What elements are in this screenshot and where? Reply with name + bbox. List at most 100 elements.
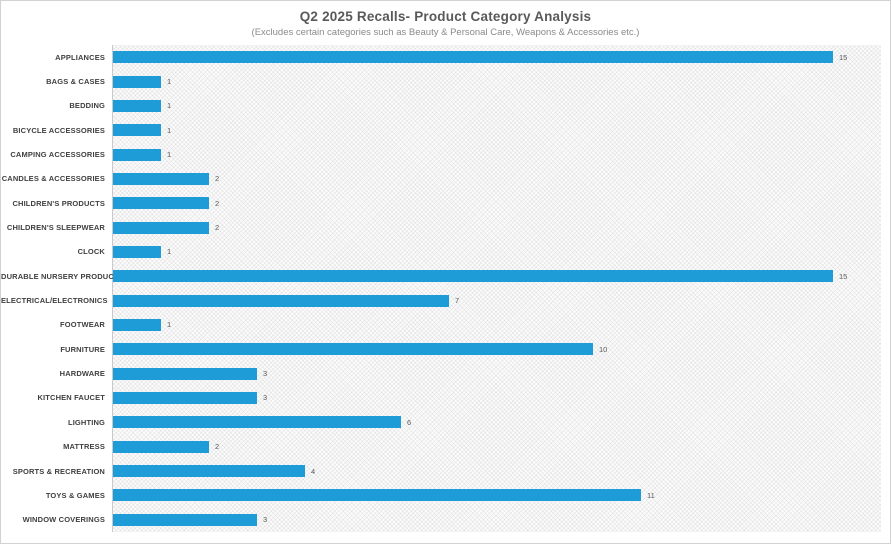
bar (113, 148, 161, 161)
category-label: WINDOW COVERINGS (22, 515, 105, 525)
bar-track: 3 (113, 386, 881, 410)
category-label: MATTRESS (63, 442, 105, 452)
bar-track: 4 (113, 459, 881, 483)
category-label: BEDDING (69, 101, 105, 111)
bar (113, 440, 209, 453)
bar-track: 1 (113, 94, 881, 118)
bar (113, 270, 833, 283)
bar (113, 465, 305, 478)
chart-row: CHILDREN'S SLEEPWEAR 2 (1, 215, 881, 239)
bar (113, 245, 161, 258)
chart-row: MATTRESS 2 (1, 435, 881, 459)
bar (113, 75, 161, 88)
bar-track: 7 (113, 288, 881, 312)
bar-track: 2 (113, 435, 881, 459)
chart-row: CAMPING ACCESSORIES 1 (1, 142, 881, 166)
value-label: 11 (647, 490, 655, 500)
bar-track: 1 (113, 69, 881, 93)
bar (113, 416, 401, 429)
bar-track: 11 (113, 483, 881, 507)
plot-area (112, 45, 881, 532)
chart-row: BICYCLE ACCESSORIES 1 (1, 118, 881, 142)
bar-track: 2 (113, 215, 881, 239)
chart-row: KITCHEN FAUCET 3 (1, 386, 881, 410)
value-label: 2 (215, 174, 220, 184)
category-label: CANDLES & ACCESSORIES (1, 174, 105, 184)
category-label: KITCHEN FAUCET (37, 393, 105, 403)
category-label: BAGS & CASES (46, 77, 105, 87)
bar (113, 489, 641, 502)
bar-track: 1 (113, 118, 881, 142)
bar-track: 15 (113, 45, 881, 69)
value-label: 3 (263, 369, 268, 379)
bar-track: 1 (113, 240, 881, 264)
bar-track: 1 (113, 313, 881, 337)
chart-title: Q2 2025 Recalls- Product Category Analys… (299, 9, 592, 24)
bar (113, 221, 209, 234)
value-label: 7 (455, 296, 460, 306)
chart-row: CANDLES & ACCESSORIES 2 (1, 167, 881, 191)
chart-row: WINDOW COVERINGS 3 (1, 508, 881, 532)
chart-row: BEDDING 1 (1, 94, 881, 118)
chart-row: DURABLE NURSERY PRODUCT 15 (1, 264, 881, 288)
bar-track: 3 (113, 361, 881, 385)
value-label: 1 (167, 320, 172, 330)
value-label: 15 (839, 271, 848, 281)
bar (113, 513, 257, 526)
value-label: 15 (839, 52, 848, 62)
category-label: FOOTWEAR (60, 320, 105, 330)
chart-row: TOYS & GAMES 11 (1, 483, 881, 507)
bar (113, 197, 209, 210)
bar (113, 99, 161, 112)
chart-row: BAGS & CASES 1 (1, 69, 881, 93)
bar-track: 1 (113, 142, 881, 166)
bar-track: 2 (113, 167, 881, 191)
chart-row: CHILDREN'S PRODUCTS 2 (1, 191, 881, 215)
chart-row: FOOTWEAR 1 (1, 313, 881, 337)
bar-track: 10 (113, 337, 881, 361)
value-label: 3 (263, 515, 268, 525)
category-label: ELECTRICAL/ELECTRONICS (1, 296, 108, 306)
chart-row: CLOCK 1 (1, 240, 881, 264)
category-label: CLOCK (77, 247, 105, 257)
category-label: SPORTS & RECREATION (12, 466, 105, 476)
bar-track: 6 (113, 410, 881, 434)
category-label: CHILDREN'S SLEEPWEAR (6, 223, 105, 233)
bar (113, 318, 161, 331)
value-label: 2 (215, 223, 220, 233)
category-label: APPLIANCES (55, 52, 105, 62)
value-label: 1 (167, 125, 172, 135)
bar-chart: APPLIANCES 15 BAGS & CASES 1 BEDDING 1 BICYCLE… (1, 45, 881, 532)
value-label: 3 (263, 393, 268, 403)
value-label: 10 (599, 344, 608, 354)
category-label: CHILDREN'S PRODUCTS (12, 198, 105, 208)
category-label: HARDWARE (59, 369, 105, 379)
chart-row: FURNITURE 10 (1, 337, 881, 361)
category-label: LIGHTING (67, 417, 105, 427)
category-label: FURNITURE (60, 344, 105, 354)
chart-row: SPORTS & RECREATION 4 (1, 459, 881, 483)
chart-row: LIGHTING 6 (1, 410, 881, 434)
value-label: 1 (167, 77, 172, 87)
value-label: 4 (311, 466, 316, 476)
bar-track: 15 (113, 264, 881, 288)
chart-row: ELECTRICAL/ELECTRONICS 7 (1, 288, 881, 312)
category-label: CAMPING ACCESSORIES (10, 150, 105, 160)
value-label: 2 (215, 198, 220, 208)
value-label: 1 (167, 247, 172, 257)
chart-row: HARDWARE 3 (1, 361, 881, 385)
bar (113, 51, 833, 64)
value-label: 2 (215, 442, 220, 452)
category-label: DURABLE NURSERY PRODUCT (1, 271, 119, 281)
chart-row: APPLIANCES 15 (1, 45, 881, 69)
bar-track: 2 (113, 191, 881, 215)
bar (113, 343, 593, 356)
category-label: BICYCLE ACCESSORIES (12, 125, 105, 135)
bar (113, 391, 257, 404)
value-label: 6 (407, 417, 412, 427)
bar (113, 294, 449, 307)
chart-subtitle: (Excludes certain categories such as Bea… (251, 27, 640, 38)
bar (113, 367, 257, 380)
bar-track: 3 (113, 508, 881, 532)
